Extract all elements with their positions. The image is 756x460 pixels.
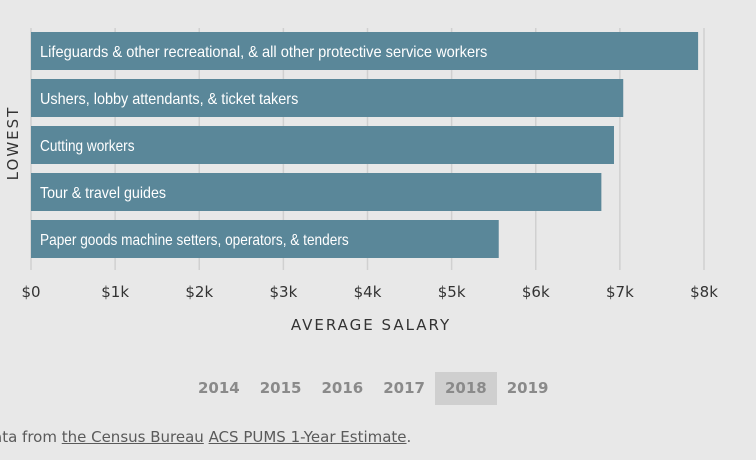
bar-category-label: Cutting workers (40, 138, 135, 155)
year-selector: 2014 2015 2016 2017 2018 2019 (188, 372, 559, 405)
x-tick-label: $8k (690, 283, 718, 301)
bar-category-label: Paper goods machine setters, operators, … (40, 232, 349, 249)
bar-category-label: Ushers, lobby attendants, & ticket taker… (40, 91, 298, 108)
year-button-2015[interactable]: 2015 (259, 379, 302, 397)
source-prefix: ata from (0, 428, 57, 446)
bar[interactable] (31, 126, 614, 164)
year-button-2018[interactable]: 2018 (435, 372, 497, 405)
x-tick-label: $0 (21, 283, 40, 301)
y-axis-title: LOWEST (4, 106, 22, 181)
acs-pums-link[interactable]: ACS PUMS 1-Year Estimate (208, 428, 407, 446)
bar[interactable] (31, 79, 624, 117)
census-bureau-link[interactable]: the Census Bureau (61, 428, 204, 446)
x-tick-label: $5k (438, 283, 466, 301)
source-suffix: . (406, 428, 412, 446)
year-button-2019[interactable]: 2019 (506, 379, 549, 397)
bar-category-label: Lifeguards & other recreational, & all o… (40, 44, 487, 61)
x-tick-label: $3k (269, 283, 297, 301)
year-button-2017[interactable]: 2017 (383, 379, 425, 397)
x-tick-label: $1k (101, 283, 129, 301)
source-note: ata from the Census Bureau ACS PUMS 1-Ye… (0, 428, 411, 446)
year-button-2016[interactable]: 2016 (321, 379, 364, 397)
x-tick-label: $6k (522, 283, 550, 301)
x-axis-title: AVERAGE SALARY (291, 316, 451, 334)
year-button-2014[interactable]: 2014 (198, 379, 240, 397)
bar[interactable] (31, 173, 602, 211)
x-tick-label: $4k (354, 283, 382, 301)
bar-category-label: Tour & travel guides (40, 185, 166, 202)
bar[interactable] (31, 32, 699, 70)
x-tick-label: $2k (185, 283, 213, 301)
salary-bar-chart: Lifeguards & other recreational, & all o… (4, 28, 718, 334)
x-tick-label: $7k (606, 283, 634, 301)
bar[interactable] (31, 220, 499, 258)
